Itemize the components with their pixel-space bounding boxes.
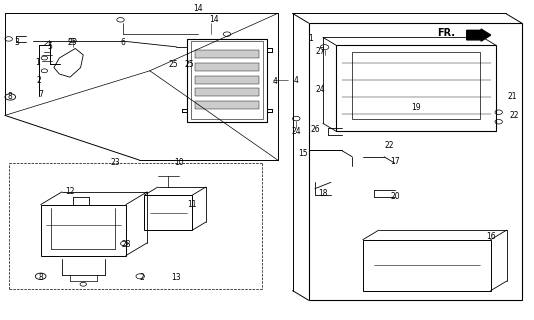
Text: 2: 2 <box>139 273 144 282</box>
Text: 8: 8 <box>8 92 13 101</box>
Bar <box>352 52 480 119</box>
Text: 7: 7 <box>38 90 43 99</box>
Text: 14: 14 <box>193 4 202 13</box>
Bar <box>195 63 259 71</box>
Text: 5: 5 <box>47 42 52 52</box>
Text: 19: 19 <box>411 103 421 112</box>
Bar <box>191 42 263 119</box>
Text: 24: 24 <box>316 85 325 94</box>
Text: 22: 22 <box>510 111 520 120</box>
Text: 23: 23 <box>121 240 131 249</box>
Text: 22: 22 <box>385 141 394 150</box>
Bar <box>195 50 259 58</box>
Text: FR.: FR. <box>437 28 456 37</box>
Text: 25: 25 <box>68 38 77 47</box>
Text: 20: 20 <box>390 192 399 201</box>
Text: 13: 13 <box>171 273 181 282</box>
Text: 18: 18 <box>318 189 328 198</box>
Text: 8: 8 <box>38 273 43 282</box>
Text: 23: 23 <box>111 158 120 167</box>
Text: 24: 24 <box>292 127 301 136</box>
Bar <box>145 195 192 230</box>
Bar <box>309 23 522 300</box>
Text: 4: 4 <box>294 76 299 85</box>
Text: 12: 12 <box>65 188 75 196</box>
Text: 14: 14 <box>209 15 218 24</box>
Text: 1: 1 <box>36 58 41 67</box>
Text: 4: 4 <box>272 77 278 86</box>
Text: 11: 11 <box>187 200 197 209</box>
Text: 6: 6 <box>121 38 125 47</box>
Text: 2: 2 <box>37 76 42 85</box>
Bar <box>195 76 259 84</box>
Bar <box>363 240 491 291</box>
Bar <box>187 39 267 122</box>
FancyArrow shape <box>467 29 491 41</box>
Text: 15: 15 <box>299 149 308 158</box>
Text: 25: 25 <box>169 60 178 69</box>
Text: 25: 25 <box>185 60 194 69</box>
Bar <box>195 88 259 96</box>
Text: 3: 3 <box>14 38 19 47</box>
Text: 17: 17 <box>390 157 399 166</box>
Bar <box>195 101 259 109</box>
Bar <box>336 45 496 131</box>
Text: 26: 26 <box>310 125 320 134</box>
Text: 16: 16 <box>486 232 496 241</box>
Text: 1: 1 <box>308 35 313 44</box>
Text: 21: 21 <box>507 92 517 101</box>
Text: 10: 10 <box>174 158 184 167</box>
Bar <box>41 204 126 256</box>
Text: 27: 27 <box>316 47 325 56</box>
